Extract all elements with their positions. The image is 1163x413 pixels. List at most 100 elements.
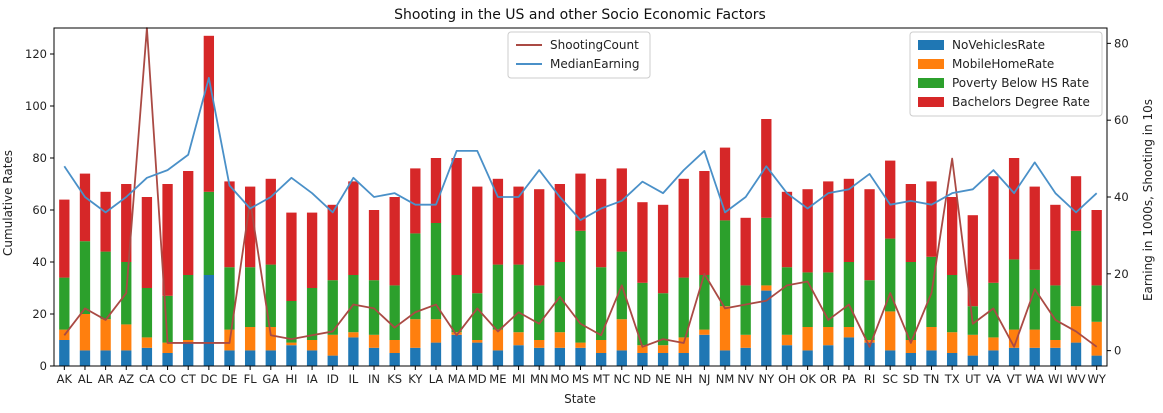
bar-bachelors-degree-rate-oh bbox=[781, 191, 793, 268]
legend-label: MedianEarning bbox=[550, 57, 639, 71]
bar-poverty-below-hs-rate-mi bbox=[513, 264, 524, 333]
y2-tick: 60 bbox=[1107, 113, 1129, 127]
bar-mobilehomerate-ct bbox=[183, 340, 194, 343]
y-tick-label: 120 bbox=[25, 47, 47, 61]
x-tick-label: MO bbox=[550, 372, 569, 386]
bar-poverty-below-hs-rate-ks bbox=[389, 285, 400, 340]
bar-bachelors-degree-rate-ak bbox=[59, 199, 70, 278]
x-tick: VA bbox=[986, 366, 1001, 386]
x-tick: DC bbox=[200, 366, 217, 386]
bar-mobilehomerate-wy bbox=[1091, 321, 1102, 356]
bar-bachelors-degree-rate-ut bbox=[967, 215, 978, 307]
x-tick: HI bbox=[285, 366, 297, 386]
bar-bachelors-degree-rate-ks bbox=[389, 197, 400, 286]
bar-poverty-below-hs-rate-wi bbox=[1050, 285, 1061, 340]
y-tick-label: 60 bbox=[32, 203, 47, 217]
bar-mobilehomerate-ky bbox=[410, 319, 421, 348]
y-tick: 60 bbox=[32, 203, 54, 217]
bar-mobilehomerate-va bbox=[988, 337, 999, 351]
x-tick: MN bbox=[530, 366, 549, 386]
bar-poverty-below-hs-rate-de bbox=[224, 267, 235, 330]
y-axis-label: Cumulative Rates bbox=[1, 150, 15, 256]
y2-tick: 20 bbox=[1107, 267, 1129, 281]
bar-mobilehomerate-nc bbox=[616, 319, 627, 351]
bar-mobilehomerate-ca bbox=[141, 337, 153, 348]
bar-poverty-below-hs-rate-nv bbox=[740, 285, 751, 335]
x-tick-label: MN bbox=[530, 372, 549, 386]
legend-box bbox=[507, 31, 651, 79]
bar-mobilehomerate-tx bbox=[946, 332, 958, 353]
x-axis-label: State bbox=[564, 392, 596, 406]
bar-poverty-below-hs-rate-al bbox=[79, 241, 91, 314]
x-tick-label: WI bbox=[1048, 372, 1063, 386]
bar-mobilehomerate-md bbox=[472, 340, 483, 343]
bar-novehiclesrate-sc bbox=[885, 350, 896, 366]
x-tick-label: OK bbox=[799, 372, 816, 386]
bar-bachelors-degree-rate-co bbox=[162, 184, 173, 296]
x-tick-label: WY bbox=[1087, 372, 1106, 386]
x-tick-label: ND bbox=[634, 372, 652, 386]
bar-novehiclesrate-ri bbox=[864, 342, 875, 366]
bar-novehiclesrate-md bbox=[472, 342, 483, 366]
x-tick: MI bbox=[512, 366, 525, 386]
x-tick: MS bbox=[572, 366, 589, 386]
bar-mobilehomerate-il bbox=[348, 332, 359, 338]
x-tick-label: PA bbox=[842, 372, 856, 386]
bar-poverty-below-hs-rate-il bbox=[348, 275, 359, 333]
x-tick: WV bbox=[1066, 366, 1086, 386]
bar-mobilehomerate-mo bbox=[554, 332, 566, 348]
bar-poverty-below-hs-rate-hi bbox=[286, 301, 297, 343]
bar-mobilehomerate-mi bbox=[513, 332, 524, 346]
bar-poverty-below-hs-rate-oh bbox=[781, 267, 793, 335]
x-tick-label: AZ bbox=[118, 372, 134, 386]
bar-poverty-below-hs-rate-co bbox=[162, 295, 173, 343]
legend-swatch-bar bbox=[918, 59, 944, 69]
bar-novehiclesrate-ca bbox=[141, 347, 153, 366]
y2-tick-label: 60 bbox=[1114, 113, 1129, 127]
y-tick-label: 40 bbox=[32, 255, 47, 269]
legend-lines: ShootingCount MedianEarning bbox=[507, 31, 651, 79]
x-tick-label: MA bbox=[448, 372, 466, 386]
bar-novehiclesrate-ok bbox=[802, 350, 813, 366]
bar-mobilehomerate-ne bbox=[657, 345, 669, 353]
x-tick-label: WA bbox=[1025, 372, 1044, 386]
bar-novehiclesrate-dc bbox=[203, 275, 215, 366]
x-tick: TX bbox=[944, 366, 960, 386]
bar-poverty-below-hs-rate-ri bbox=[864, 280, 875, 340]
bar-mobilehomerate-fl bbox=[244, 327, 256, 351]
bar-mobilehomerate-wa bbox=[1029, 329, 1040, 348]
bar-bachelors-degree-rate-la bbox=[430, 158, 442, 223]
y-tick: 0 bbox=[40, 359, 54, 373]
bar-poverty-below-hs-rate-ca bbox=[141, 288, 153, 338]
x-tick: MT bbox=[593, 366, 611, 386]
x-tick-label: NC bbox=[613, 372, 630, 386]
bar-bachelors-degree-rate-nj bbox=[699, 171, 710, 275]
x-tick-label: NH bbox=[675, 372, 692, 386]
bar-novehiclesrate-il bbox=[348, 337, 359, 366]
x-tick-label: ID bbox=[327, 372, 339, 386]
x-tick-label: TX bbox=[944, 372, 960, 386]
x-tick: MO bbox=[550, 366, 569, 386]
bar-novehiclesrate-ky bbox=[410, 347, 421, 366]
bar-bachelors-degree-rate-vt bbox=[1008, 158, 1020, 260]
bar-novehiclesrate-de bbox=[224, 350, 235, 366]
y2-tick-label: 0 bbox=[1114, 344, 1121, 358]
y-tick: 120 bbox=[25, 47, 54, 61]
bar-novehiclesrate-fl bbox=[244, 350, 256, 366]
legend-label: Bachelors Degree Rate bbox=[952, 95, 1090, 109]
bar-bachelors-degree-rate-ny bbox=[761, 119, 772, 218]
bar-bachelors-degree-rate-ia bbox=[306, 212, 318, 288]
legend-bars: NoVehiclesRate MobileHomeRate Poverty Belo… bbox=[909, 31, 1103, 117]
y-tick: 80 bbox=[32, 151, 54, 165]
bar-mobilehomerate-ok bbox=[802, 327, 813, 351]
bar-novehiclesrate-wi bbox=[1050, 347, 1061, 366]
x-tick: NY bbox=[759, 366, 775, 386]
x-tick: WA bbox=[1025, 366, 1044, 386]
x-tick-label: LA bbox=[429, 372, 444, 386]
x-tick-label: SD bbox=[903, 372, 919, 386]
bar-mobilehomerate-id bbox=[327, 334, 338, 356]
bar-mobilehomerate-al bbox=[79, 314, 91, 351]
bar-poverty-below-hs-rate-ia bbox=[306, 288, 318, 340]
bar-novehiclesrate-wa bbox=[1029, 347, 1040, 366]
